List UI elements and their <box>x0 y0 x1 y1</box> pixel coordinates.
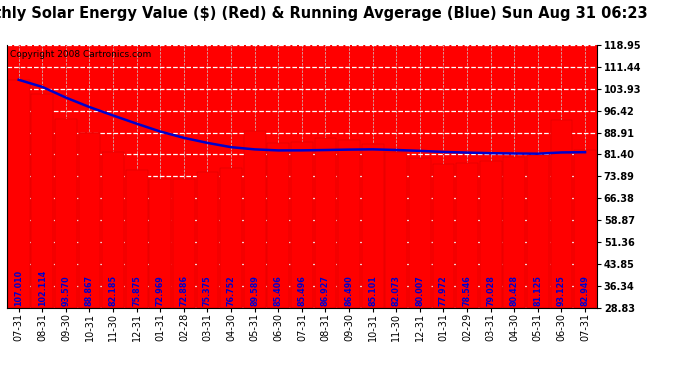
Text: 93.570: 93.570 <box>61 275 70 306</box>
Text: 85.496: 85.496 <box>297 275 306 306</box>
Bar <box>386 152 407 308</box>
Bar <box>551 120 572 308</box>
Text: 86.927: 86.927 <box>321 275 330 306</box>
Text: 85.406: 85.406 <box>274 275 283 306</box>
Text: 86.490: 86.490 <box>344 275 353 306</box>
Bar <box>480 161 502 308</box>
Text: Monthly Solar Energy Value ($) (Red) & Running Avgerage (Blue) Sun Aug 31 06:23: Monthly Solar Energy Value ($) (Red) & R… <box>0 6 648 21</box>
Bar <box>126 171 148 308</box>
Bar <box>244 130 266 308</box>
Text: 72.886: 72.886 <box>179 275 188 306</box>
Text: 107.010: 107.010 <box>14 270 23 306</box>
Bar <box>268 143 289 308</box>
Bar <box>504 157 525 308</box>
Bar <box>220 168 242 308</box>
Bar <box>79 133 100 308</box>
Text: 77.972: 77.972 <box>439 275 448 306</box>
Text: 82.073: 82.073 <box>392 275 401 306</box>
Text: 80.007: 80.007 <box>415 275 424 306</box>
Text: 85.101: 85.101 <box>368 275 377 306</box>
Bar <box>32 94 53 308</box>
Text: 75.375: 75.375 <box>203 275 212 306</box>
Bar <box>362 144 384 308</box>
Bar <box>315 138 336 308</box>
Text: 76.752: 76.752 <box>226 275 235 306</box>
Bar <box>173 179 195 308</box>
Bar <box>102 152 124 308</box>
Bar <box>55 119 77 308</box>
Text: Copyright 2008 Cartronics.com: Copyright 2008 Cartronics.com <box>10 50 151 59</box>
Text: 72.969: 72.969 <box>156 275 165 306</box>
Bar <box>456 163 478 308</box>
Text: 89.589: 89.589 <box>250 275 259 306</box>
Bar <box>433 164 454 308</box>
Text: 81.125: 81.125 <box>533 275 542 306</box>
Text: 75.875: 75.875 <box>132 275 141 306</box>
Text: 80.428: 80.428 <box>510 275 519 306</box>
Bar <box>574 150 596 308</box>
Bar <box>338 140 360 308</box>
Text: 93.125: 93.125 <box>557 275 566 306</box>
Bar <box>527 155 549 308</box>
Bar <box>197 172 218 308</box>
Text: 79.028: 79.028 <box>486 275 495 306</box>
Bar <box>291 142 313 308</box>
Text: 82.949: 82.949 <box>580 275 589 306</box>
Text: 82.185: 82.185 <box>108 275 117 306</box>
Text: 78.546: 78.546 <box>462 275 471 306</box>
Text: 88.867: 88.867 <box>85 275 94 306</box>
Bar <box>8 80 30 308</box>
Bar <box>150 179 171 308</box>
Text: 102.114: 102.114 <box>38 270 47 306</box>
Bar <box>409 158 431 308</box>
